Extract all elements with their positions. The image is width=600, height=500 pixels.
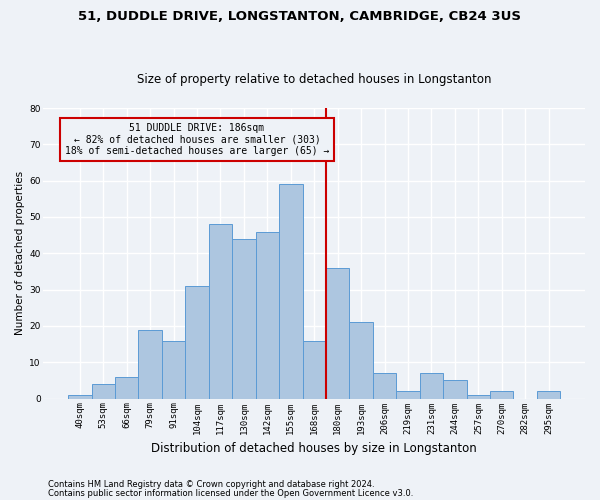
Bar	[443, 380, 467, 398]
Bar	[420, 373, 443, 398]
Bar	[279, 184, 302, 398]
Bar	[185, 286, 209, 399]
Text: Contains public sector information licensed under the Open Government Licence v3: Contains public sector information licen…	[48, 488, 413, 498]
Bar	[115, 377, 139, 398]
Y-axis label: Number of detached properties: Number of detached properties	[15, 172, 25, 336]
Bar	[349, 322, 373, 398]
X-axis label: Distribution of detached houses by size in Longstanton: Distribution of detached houses by size …	[151, 442, 477, 455]
Bar	[490, 392, 514, 398]
Text: 51, DUDDLE DRIVE, LONGSTANTON, CAMBRIDGE, CB24 3US: 51, DUDDLE DRIVE, LONGSTANTON, CAMBRIDGE…	[79, 10, 521, 23]
Bar	[396, 392, 420, 398]
Bar	[326, 268, 349, 398]
Text: Contains HM Land Registry data © Crown copyright and database right 2024.: Contains HM Land Registry data © Crown c…	[48, 480, 374, 489]
Bar	[162, 340, 185, 398]
Bar	[256, 232, 279, 398]
Bar	[537, 392, 560, 398]
Bar	[209, 224, 232, 398]
Bar	[92, 384, 115, 398]
Bar	[373, 373, 396, 398]
Text: 51 DUDDLE DRIVE: 186sqm
← 82% of detached houses are smaller (303)
18% of semi-d: 51 DUDDLE DRIVE: 186sqm ← 82% of detache…	[65, 122, 329, 156]
Bar	[232, 239, 256, 398]
Bar	[467, 395, 490, 398]
Title: Size of property relative to detached houses in Longstanton: Size of property relative to detached ho…	[137, 73, 491, 86]
Bar	[302, 340, 326, 398]
Bar	[68, 395, 92, 398]
Bar	[139, 330, 162, 398]
